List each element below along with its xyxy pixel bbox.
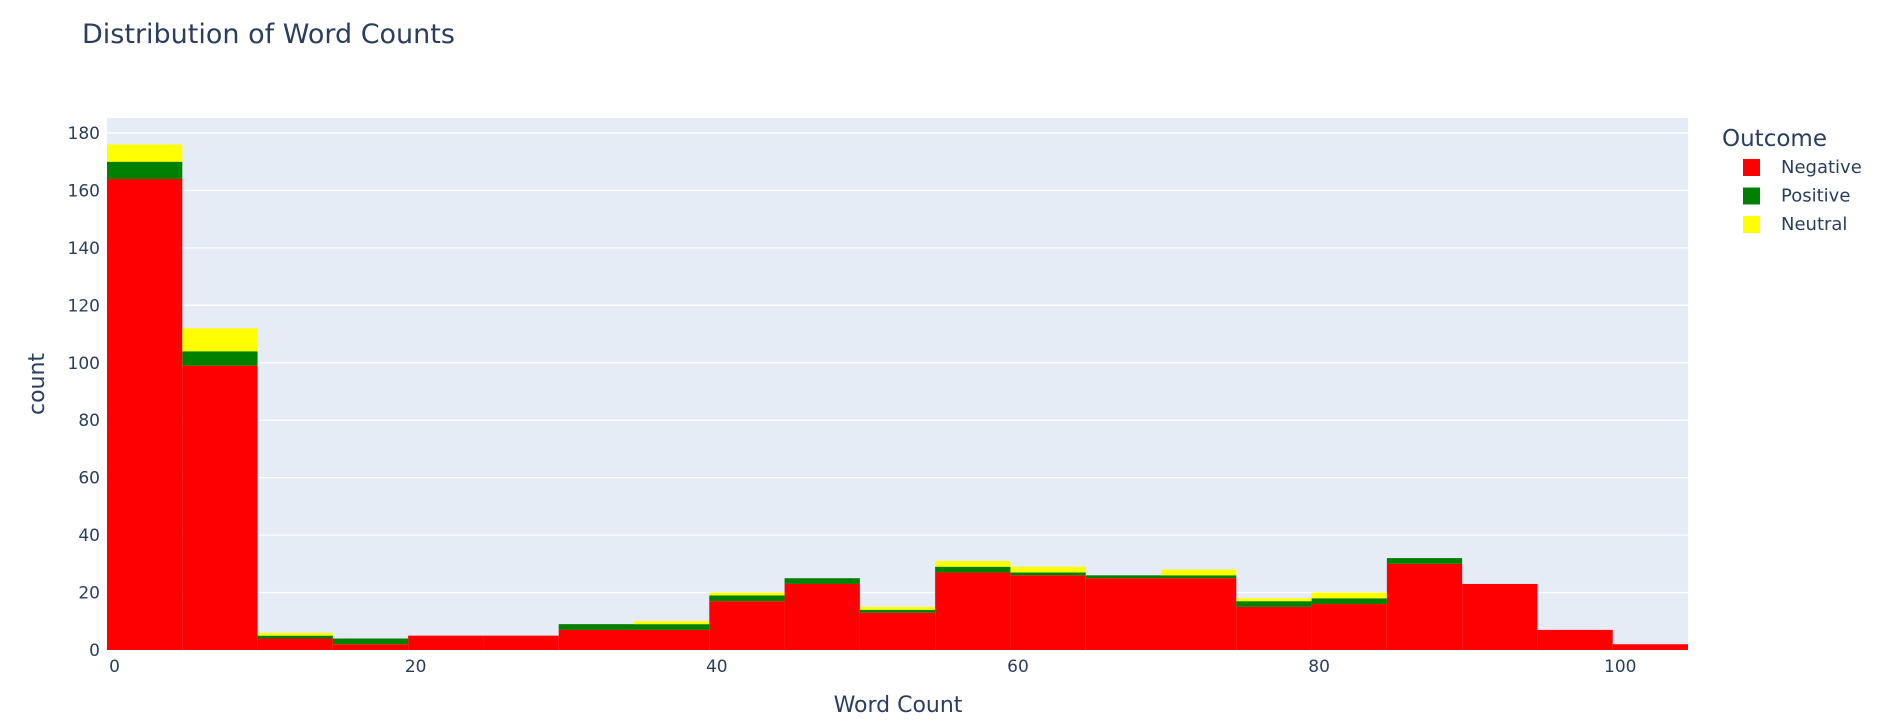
y-axis-ticks: 0 20 40 60 80 100 120 140 160 180 [68, 124, 100, 661]
bar-neutral [107, 144, 183, 162]
y-tick-label: 40 [78, 526, 100, 546]
y-tick-label: 160 [68, 181, 100, 201]
bar-neutral [257, 632, 333, 636]
bar-negative [558, 629, 634, 650]
bars [107, 144, 1688, 650]
y-tick-label: 0 [89, 641, 100, 661]
bar-negative [1537, 629, 1613, 650]
bar-neutral [1161, 569, 1237, 576]
y-tick-label: 80 [78, 411, 100, 431]
bar-negative [859, 612, 936, 650]
bar-neutral [1311, 592, 1387, 599]
legend-swatch-positive[interactable] [1743, 187, 1760, 205]
y-tick-label: 20 [78, 584, 100, 604]
x-tick-label: 20 [405, 657, 427, 677]
bar-negative [1236, 606, 1312, 650]
bar-negative [332, 644, 409, 650]
bar-negative [182, 365, 258, 650]
y-tick-label: 140 [68, 239, 100, 259]
bar-positive [1161, 575, 1237, 579]
bar-neutral [1236, 598, 1312, 602]
bar-neutral [859, 606, 936, 610]
x-tick-label: 40 [706, 657, 728, 677]
bar-positive [182, 351, 258, 366]
x-axis-ticks: 0 20 40 60 80 100 [109, 657, 1636, 677]
bar-neutral [935, 560, 1011, 567]
bar-negative [483, 635, 559, 650]
bar-positive [332, 638, 409, 645]
bar-positive [709, 595, 785, 602]
legend-swatch-neutral[interactable] [1743, 216, 1760, 233]
legend: Outcome Negative Positive Neutral [1722, 126, 1862, 235]
legend-label-positive[interactable]: Positive [1781, 186, 1850, 207]
bar-negative [408, 635, 484, 650]
bar-positive [1386, 558, 1463, 564]
bar-positive [1010, 572, 1086, 576]
bar-negative [1462, 583, 1538, 650]
y-tick-label: 60 [78, 469, 100, 489]
bar-positive [558, 624, 634, 630]
bar-negative [107, 178, 183, 650]
bar-positive [784, 578, 860, 584]
bar-positive [1085, 575, 1161, 579]
legend-label-neutral[interactable]: Neutral [1781, 214, 1847, 235]
gridlines [107, 132, 1688, 594]
bar-neutral [182, 328, 258, 352]
y-tick-label: 120 [68, 296, 100, 316]
bar-negative [1010, 575, 1086, 650]
bar-neutral [634, 621, 710, 625]
bar-negative [709, 601, 785, 650]
bar-positive [107, 161, 183, 179]
chart-title: Distribution of Word Counts [82, 19, 455, 50]
bar-negative [935, 572, 1011, 650]
x-tick-label: 80 [1308, 657, 1330, 677]
bar-negative [1161, 578, 1237, 650]
x-tick-label: 60 [1007, 657, 1029, 677]
bar-positive [257, 635, 333, 639]
legend-swatch-negative[interactable] [1743, 159, 1760, 176]
y-axis-title: count [25, 353, 50, 415]
x-axis-title: Word Count [834, 693, 963, 718]
bar-positive [634, 624, 710, 630]
x-tick-label: 0 [109, 657, 120, 677]
legend-title: Outcome [1722, 126, 1827, 152]
x-tick-label: 100 [1604, 657, 1636, 677]
bar-positive [935, 566, 1011, 573]
bar-negative [257, 638, 333, 650]
bar-neutral [1010, 566, 1086, 573]
bar-positive [1236, 601, 1312, 607]
bar-positive [859, 609, 936, 613]
bar-positive [1311, 598, 1387, 605]
legend-label-negative[interactable]: Negative [1781, 157, 1862, 178]
y-tick-label: 100 [68, 354, 100, 374]
y-tick-label: 180 [68, 124, 100, 144]
bar-negative [1386, 563, 1463, 650]
bar-negative [1612, 644, 1688, 650]
bar-negative [1311, 604, 1387, 650]
bar-negative [634, 629, 710, 650]
bar-negative [784, 583, 860, 650]
bar-negative [1085, 578, 1161, 650]
bar-neutral [709, 592, 785, 596]
